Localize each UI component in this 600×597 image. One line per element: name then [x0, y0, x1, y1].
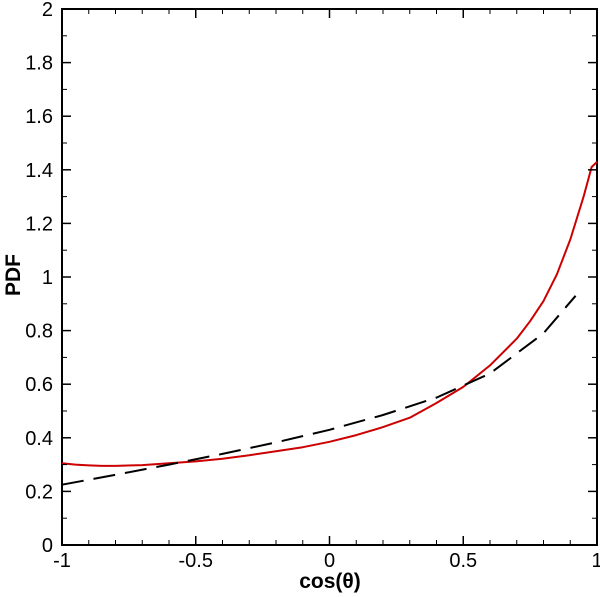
- series-layer: [61, 161, 598, 486]
- x-axis-title: cos(θ): [299, 570, 361, 593]
- x-tick-label: -0.5: [179, 550, 213, 572]
- y-tick-label: 1.4: [25, 160, 53, 182]
- tick-labels-layer: -1 -0.5 0 0.5 1 0 0.2 0.4 0.6 0.8 1 1.2 1.4 1.6 1.8 2: [25, 0, 600, 572]
- x-tick-label: 0.5: [449, 550, 477, 572]
- y-tick-label: 1.2: [25, 213, 53, 235]
- y-tick-label: 0.6: [25, 374, 53, 396]
- y-tick-label: 1.8: [25, 53, 53, 75]
- y-tick-label: 2: [42, 0, 53, 21]
- y-tick-label: 1: [42, 267, 53, 289]
- y-tick-label: 1.6: [25, 106, 53, 128]
- y-tick-label: 0.2: [25, 481, 53, 503]
- y-tick-label: 0.8: [25, 321, 53, 343]
- y-tick-label: 0: [42, 535, 53, 557]
- solid-series-line: [61, 161, 598, 467]
- dashed-series-line: [61, 295, 577, 486]
- ticks-layer: [61, 8, 598, 546]
- x-tick-label: 1: [591, 550, 600, 572]
- x-tick-label: 0: [324, 550, 335, 572]
- y-axis-title: PDF: [2, 254, 25, 296]
- y-tick-label: 0.4: [25, 428, 53, 450]
- x-tick-label: -1: [53, 550, 71, 572]
